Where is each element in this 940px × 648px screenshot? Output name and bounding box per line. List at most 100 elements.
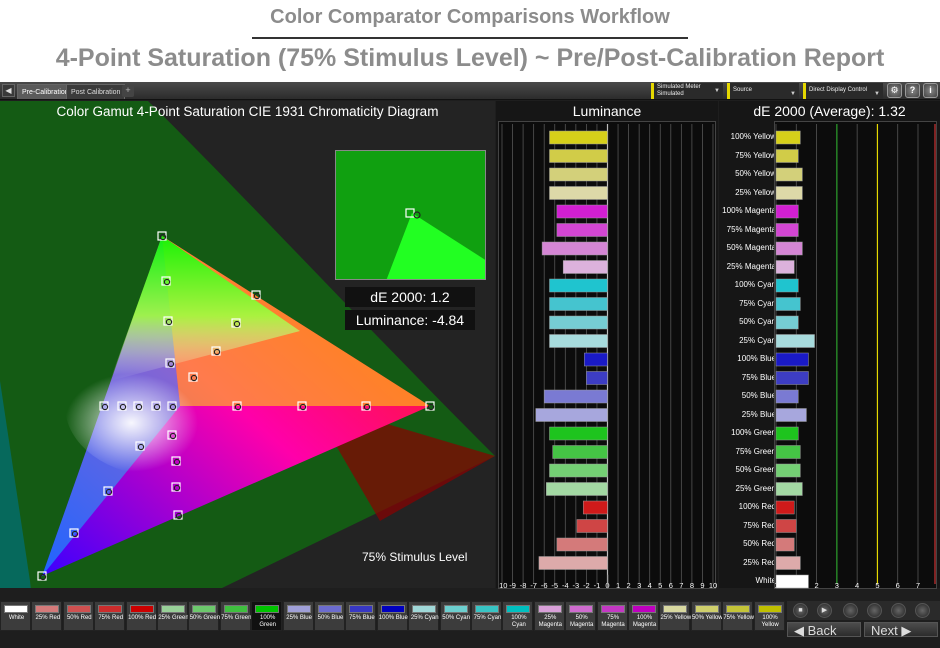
patch-swatch[interactable]: White (0, 601, 31, 631)
cie-title: Color Gamut 4-Point Saturation CIE 1931 … (56, 104, 439, 119)
patch-swatch[interactable]: 75% Magenta (596, 601, 628, 631)
patch-swatch[interactable]: 50% Magenta (565, 601, 597, 631)
patch-swatch[interactable]: 75% Green (219, 601, 251, 631)
de2000-category-label: 100% Yellow (730, 132, 776, 141)
luminance-tick-label: -10 (499, 581, 507, 590)
add-tab-button[interactable]: + (122, 85, 134, 97)
patch-swatch[interactable]: 100% Blue (376, 601, 408, 631)
patch-color-chip (98, 605, 123, 613)
stop-icon[interactable]: ■ (793, 603, 808, 618)
patch-color-chip (569, 605, 594, 613)
inset-target-square (405, 208, 415, 218)
target-square (37, 571, 47, 581)
next-arrow-icon: ▶ (897, 623, 912, 638)
patch-swatch[interactable]: 75% Yellow (722, 601, 755, 631)
patch-swatch[interactable]: 100% Magenta (628, 601, 659, 631)
measured-circle (163, 278, 171, 286)
patch-swatch[interactable]: 100% Cyan (502, 601, 534, 631)
play-icon[interactable]: ▶ (817, 603, 832, 618)
luminance-bar (582, 500, 608, 515)
luminance-bar (552, 445, 608, 459)
patch-label: 100% Blue (378, 615, 408, 621)
display-dropdown-label: Direct Display Control (809, 87, 868, 93)
luminance-bar (538, 556, 608, 570)
luminance-tick-label: -1 (594, 581, 601, 590)
luminance-bar (541, 241, 608, 256)
patch-swatch[interactable]: 75% Red (94, 601, 126, 631)
patch-swatch[interactable]: 75% Cyan (471, 601, 502, 631)
target-square (211, 346, 221, 356)
next-button[interactable]: Next ▶ (864, 622, 938, 638)
patch-swatch[interactable]: 25% Green (157, 601, 189, 631)
help-icon[interactable]: ? (905, 83, 920, 98)
de2000-category-label: 25% Red (743, 557, 776, 567)
de2000-category-label: 50% Cyan (739, 317, 776, 326)
luminance-title: Luminance (572, 103, 642, 119)
de2000-category-label: 25% Green (735, 483, 776, 493)
patch-swatch[interactable]: 50% Yellow (690, 601, 723, 631)
target-square (69, 528, 79, 538)
patch-swatch[interactable]: 50% Blue (314, 601, 345, 631)
loop-icon[interactable] (867, 603, 882, 618)
patch-swatch[interactable]: 25% Red (31, 601, 63, 631)
patch-label: 50% Green (189, 615, 221, 621)
luminance-bar (556, 537, 608, 552)
patch-label: 100% Green (259, 615, 277, 628)
display-dropdown[interactable]: Direct Display Control ▼ (803, 83, 883, 99)
meter-dropdown-line2: Simulated (657, 91, 684, 97)
patch-swatch[interactable]: 25% Blue (282, 601, 314, 631)
luminance-panel: Luminance -10-9-8-7-6-5-4-3-2-1012345678… (496, 101, 718, 590)
patch-label: 100% Cyan (511, 615, 527, 628)
luminance-bar (549, 167, 608, 182)
de2000-bar (775, 519, 797, 533)
options-icon[interactable] (915, 603, 930, 618)
patch-label: 25% Blue (286, 615, 312, 621)
back-button[interactable]: ◀ Back (787, 622, 861, 638)
meter-dropdown[interactable]: Simulated Meter Simulated ▼ (651, 83, 723, 99)
patch-color-chip (192, 605, 217, 613)
patch-swatch[interactable]: 25% Magenta (533, 601, 565, 631)
de2000-bar (775, 315, 799, 330)
patch-label: 75% Yellow (723, 615, 755, 621)
patch-color-chip (4, 605, 28, 613)
patch-swatch[interactable]: 50% Red (62, 601, 94, 631)
de2000-bar (775, 408, 807, 422)
patch-swatch[interactable]: 100% Yellow (753, 601, 785, 631)
patch-swatch[interactable]: 50% Cyan (439, 601, 471, 631)
measured-circle (119, 403, 127, 411)
target-square (232, 401, 242, 411)
patch-color-chip (161, 605, 185, 613)
luminance-tick-label: -5 (551, 581, 558, 590)
de2000-bar (775, 537, 795, 552)
patch-swatch[interactable]: 100% Green (251, 601, 283, 631)
patch-swatch[interactable]: 100% Red (125, 601, 157, 631)
de2000-bar (775, 371, 809, 385)
patch-swatch[interactable]: 75% Blue (345, 601, 377, 631)
measured-circle (137, 443, 145, 451)
target-square (117, 401, 127, 411)
patch-swatch[interactable]: 25% Yellow (659, 601, 691, 631)
back-arrow-icon[interactable]: ◀ (2, 84, 15, 97)
patch-color-chip (663, 605, 688, 613)
de2000-category-label: 75% Blue (741, 372, 776, 382)
luminance-tick-label: -2 (583, 581, 590, 590)
luminance-tick-label: 7 (679, 581, 683, 590)
step-icon[interactable] (891, 603, 906, 618)
source-dropdown[interactable]: Source ▼ (727, 83, 799, 99)
luminance-tick-label: -6 (541, 581, 548, 590)
patch-swatch[interactable]: 25% Cyan (408, 601, 440, 631)
record-icon[interactable] (843, 603, 858, 618)
measured-circle (159, 233, 167, 241)
de2000-bar (775, 130, 801, 145)
patch-color-chip (475, 605, 499, 613)
de2000-chart: 01234567 (774, 124, 936, 590)
de2000-category-label: 75% Green (735, 446, 776, 456)
settings-gear-icon[interactable]: ⚙ (887, 83, 902, 98)
info-icon[interactable]: i (923, 83, 938, 98)
target-square (103, 486, 113, 496)
de2000-bar (775, 482, 803, 496)
patch-swatch[interactable]: 50% Green (188, 601, 221, 631)
tab-post-calibration[interactable]: Post Calibration (66, 84, 126, 99)
luminance-bar (586, 371, 608, 385)
measured-circle (169, 432, 177, 440)
